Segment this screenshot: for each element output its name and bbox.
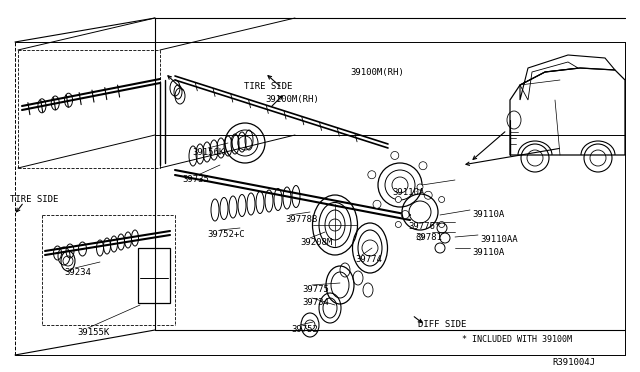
Text: 39234: 39234 [64,268,91,277]
Circle shape [419,162,427,170]
Text: 39110A: 39110A [392,188,424,197]
Circle shape [438,196,445,202]
Text: TIRE SIDE: TIRE SIDE [244,82,292,91]
Circle shape [401,211,409,218]
Text: 39208M: 39208M [300,238,332,247]
Circle shape [417,184,423,190]
Text: 39110AA: 39110AA [480,235,518,244]
Text: 39781: 39781 [415,233,442,242]
Text: 39778B: 39778B [285,215,317,224]
Text: * INCLUDED WITH 39100M: * INCLUDED WITH 39100M [462,335,572,344]
Circle shape [424,191,432,199]
Text: 39775: 39775 [302,285,329,294]
Text: DIFF SIDE: DIFF SIDE [418,320,467,329]
Text: TIRE SIDE: TIRE SIDE [10,195,58,204]
Text: 39735: 39735 [182,175,209,184]
Text: 39110A: 39110A [472,210,504,219]
Text: 39110A: 39110A [472,248,504,257]
Text: R391004J: R391004J [552,358,595,367]
Text: 39734: 39734 [302,298,329,307]
Circle shape [373,200,381,208]
Circle shape [396,221,401,228]
Text: 39752+C: 39752+C [207,230,244,239]
Circle shape [368,171,376,179]
Text: 39155K: 39155K [77,328,109,337]
Text: 39156K: 39156K [192,148,224,157]
Circle shape [438,221,445,228]
Text: 39100M(RH): 39100M(RH) [350,68,404,77]
Circle shape [391,151,399,160]
Circle shape [417,234,423,240]
Text: 39776*: 39776* [408,222,440,231]
Text: 39774: 39774 [355,255,382,264]
Circle shape [396,196,401,202]
Text: 39100M(RH): 39100M(RH) [265,95,319,104]
Text: 39752: 39752 [291,325,318,334]
